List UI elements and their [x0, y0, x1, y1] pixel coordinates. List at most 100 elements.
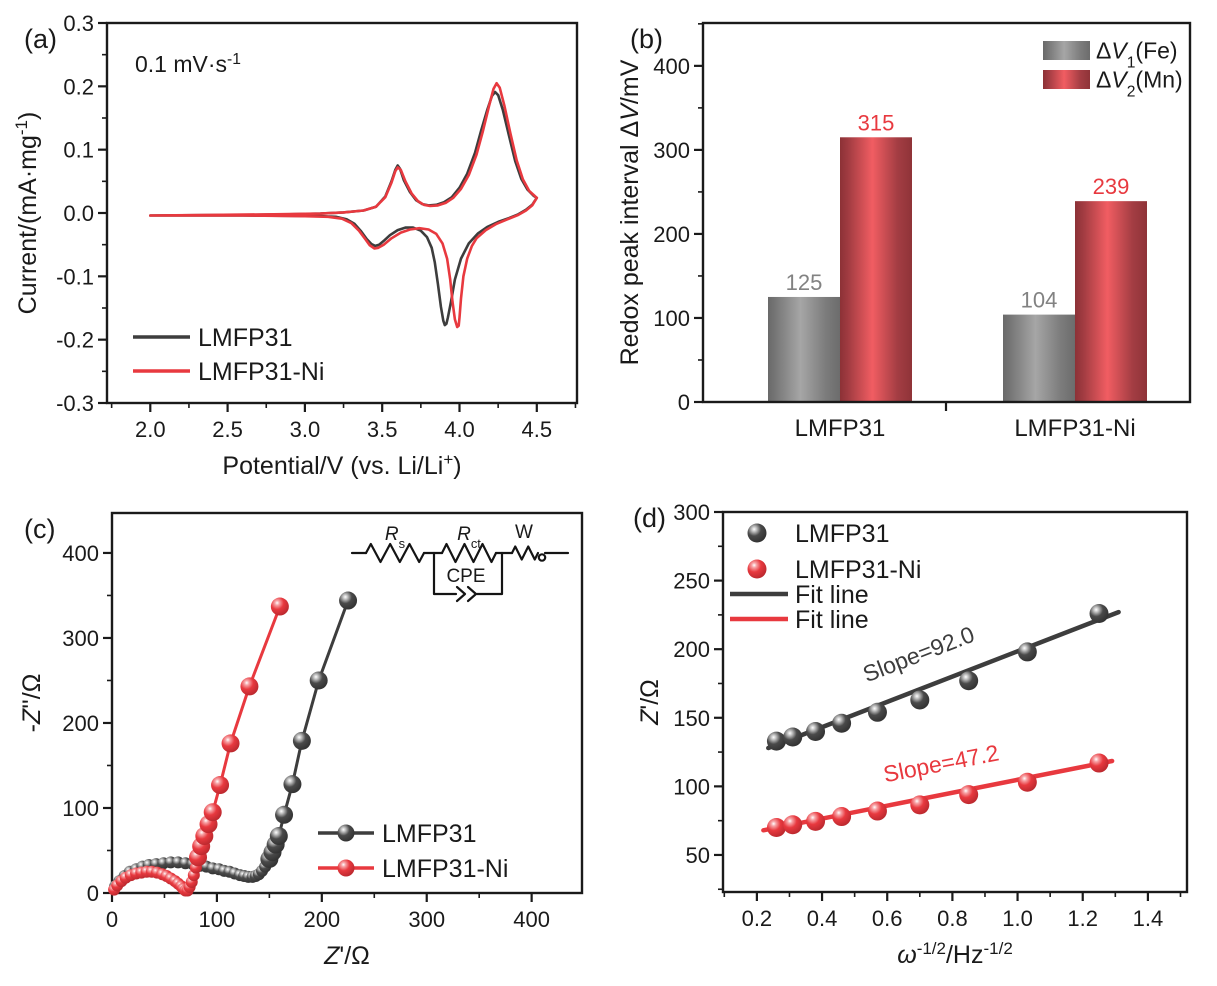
legend-marker [337, 824, 355, 842]
panel-tag: (b) [630, 24, 663, 54]
data-point [309, 671, 328, 690]
x-tick-label: 0.4 [807, 906, 838, 931]
x-tick-label: 4.0 [444, 417, 475, 442]
y-tick-label: 0 [678, 390, 690, 415]
data-point [1089, 753, 1109, 773]
y-tick-label: 100 [653, 306, 690, 331]
x-tick-label: 100 [199, 907, 236, 932]
y-axis-label: -Z''/Ω [18, 674, 46, 733]
data-point [910, 795, 930, 815]
panel-tag: (c) [24, 514, 55, 544]
data-point [221, 734, 240, 753]
y-tick-label: -0.2 [56, 328, 94, 353]
panel-b: 125 104 315 239 LMFP31 LMFP31-Ni 0 100 200 300 400… [616, 21, 1192, 442]
y-tick-label: -0.3 [56, 391, 94, 416]
panel-tag: (a) [24, 24, 57, 54]
data-point [832, 807, 852, 827]
tick-marks [694, 23, 703, 404]
data-point [1017, 642, 1037, 662]
y-tick-label: -0.1 [56, 264, 94, 289]
legend: ΔV1(Fe)ΔV2(Mn) [1043, 38, 1183, 101]
data-point [867, 702, 887, 722]
y-tick-label: 250 [673, 569, 710, 594]
x-axis-label: ω-1/2/Hz-1/2 [897, 939, 1013, 970]
tick-marks [714, 510, 1182, 901]
category-label: LMFP31 [795, 415, 886, 442]
cv-curve-LMFP31-Ni [149, 81, 539, 329]
category-label: LMFP31-Ni [1014, 415, 1135, 442]
data-point [867, 801, 887, 821]
legend-label: LMFP31-Ni [198, 358, 324, 386]
data-point [806, 811, 826, 831]
scatter-markers-LMFP31-Ni [766, 753, 1109, 838]
y-tick-label: 200 [673, 637, 710, 662]
panel-c: 0 100 200 300 400 0 100 200 300 400 Z'/Ω -Z''/Ω (c) L… [18, 511, 584, 970]
data-point [910, 690, 930, 710]
data-point [292, 731, 311, 750]
x-tick-label: 300 [408, 907, 445, 932]
x-tick-label: 200 [303, 907, 340, 932]
x-tick-label: 4.5 [522, 417, 553, 442]
scan-rate-annotation: 0.1 mV·s-1 [135, 51, 241, 78]
data-point [269, 827, 288, 846]
legend-label: LMFP31 [198, 324, 292, 352]
circuit-label-rct: Rct [457, 524, 481, 551]
data-point [240, 677, 259, 696]
x-tick-label: 1.0 [1002, 906, 1033, 931]
x-tick-label: 0.8 [937, 906, 968, 931]
circuit-label-w: W [515, 522, 533, 543]
legend-marker [337, 859, 355, 877]
fit-line-LMFP31 [766, 609, 1121, 751]
data-point [832, 713, 852, 733]
x-tick-label: 0 [106, 907, 118, 932]
y-tick-label: 0.1 [63, 138, 94, 163]
data-point [959, 785, 979, 805]
data-point [783, 727, 803, 747]
bar-V2Mn-LMFP31-Ni [1075, 201, 1147, 402]
bar-V1Fe-LMFP31-Ni [1003, 314, 1075, 402]
data-point [339, 591, 358, 610]
legend-label: LMFP31-Ni [382, 855, 508, 883]
x-tick-label: 3.0 [290, 417, 321, 442]
x-tick-label: 0.6 [872, 906, 903, 931]
legend-label: Fit line [795, 606, 869, 634]
y-axis-label: Z'/Ω [636, 679, 664, 726]
y-tick-label: 200 [62, 711, 99, 736]
x-tick-label: 1.2 [1067, 906, 1098, 931]
equivalent-circuit-inset [350, 542, 570, 603]
nyquist-markers-LMFP31-Ni [108, 597, 289, 897]
legend-swatch [1043, 70, 1090, 89]
bar-value-label: 239 [1093, 174, 1130, 199]
legend-label: ΔV1(Fe) [1096, 38, 1178, 72]
panel-a: 2.0 2.5 3.0 3.5 4.0 4.5 -0.3 -0.2 -0.1 0.0 0.1 0.2 0… [12, 11, 579, 481]
y-tick-label: 100 [673, 774, 710, 799]
legend-label: LMFP31 [795, 520, 889, 548]
cv-curve-LMFP31 [149, 90, 539, 327]
y-tick-label: 400 [62, 541, 99, 566]
x-axis-label: Potential/V (vs. Li/Li+) [222, 450, 461, 481]
y-axis-label: Redox peak interval ΔV/mV [616, 59, 644, 365]
data-point [283, 775, 302, 794]
legend-label: ΔV2(Mn) [1096, 67, 1183, 101]
bar-value-label: 104 [1021, 288, 1058, 313]
y-tick-label: 0.3 [63, 11, 94, 36]
tick-marks [103, 551, 533, 902]
data-point [783, 815, 803, 835]
circuit-label-rs: Rs [385, 524, 405, 551]
panel-d: 0.2 0.4 0.6 0.8 1.0 1.2 1.4 50 100 150 200 250 300 ω-… [633, 500, 1189, 970]
data-point [959, 671, 979, 691]
tick-marks [98, 21, 577, 412]
scatter-markers-LMFP31 [766, 604, 1109, 751]
legend-label: LMFP31 [382, 820, 476, 848]
slope-annotation: Slope=47.2 [881, 739, 1001, 787]
y-tick-label: 0.2 [63, 74, 94, 99]
x-tick-label: 1.4 [1133, 906, 1164, 931]
y-axis-label: Current/(mA·mg-1) [12, 112, 43, 315]
legend-label: LMFP31-Ni [795, 556, 921, 584]
axes-frame [701, 21, 1192, 404]
legend-swatch [1043, 41, 1090, 60]
data-point [203, 803, 222, 822]
